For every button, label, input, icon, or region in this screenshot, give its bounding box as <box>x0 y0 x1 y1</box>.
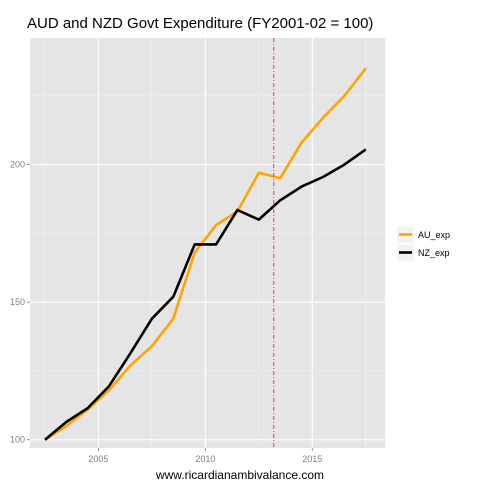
y-axis: 100 150 200 <box>10 160 30 445</box>
x-tick-label: 2015 <box>302 454 322 464</box>
series-line-AU_exp <box>44 67 367 441</box>
series-lines <box>44 67 367 441</box>
major-gridlines <box>30 38 385 448</box>
series-line-NZ_exp <box>44 148 367 441</box>
x-tick-label: 2005 <box>88 454 108 464</box>
x-tick-label: 2010 <box>195 454 215 464</box>
legend-label: AU_exp <box>418 230 450 240</box>
legend-label: NZ_exp <box>418 248 450 258</box>
minor-gridlines <box>30 38 385 448</box>
y-tick-label: 100 <box>10 435 25 445</box>
y-tick-label: 150 <box>10 297 25 307</box>
chart-title: AUD and NZD Govt Expenditure (FY2001-02 … <box>27 15 373 32</box>
plot-panel <box>30 38 385 448</box>
chart-caption: www.ricardianambivalance.com <box>155 468 324 480</box>
x-axis: 2005 2010 2015 <box>88 448 322 464</box>
legend: AU_exp NZ_exp <box>396 225 450 262</box>
y-tick-label: 200 <box>10 160 25 170</box>
